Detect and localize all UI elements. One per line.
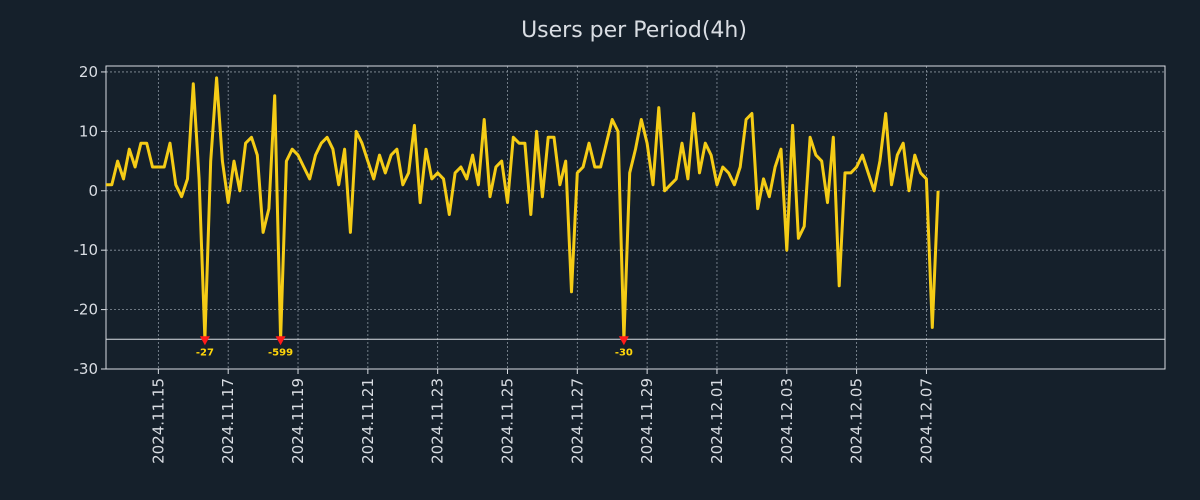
outlier-label: -30 bbox=[615, 347, 633, 358]
x-tick-label: 2024.11.29 bbox=[638, 378, 656, 464]
x-tick-label: 2024.12.07 bbox=[917, 378, 935, 464]
chart-title: Users per Period(4h) bbox=[521, 18, 747, 43]
y-tick-label: -10 bbox=[74, 241, 99, 259]
x-tick-label: 2024.12.01 bbox=[708, 378, 726, 464]
outlier-label: -27 bbox=[196, 347, 214, 358]
x-tick-label: 2024.11.19 bbox=[289, 378, 307, 464]
marker-layer: -27 -599 -30 bbox=[196, 336, 633, 358]
x-tick-label: 2024.11.27 bbox=[568, 378, 586, 464]
x-tick-label: 2024.12.05 bbox=[848, 378, 866, 464]
x-tick-label: 2024.11.15 bbox=[149, 378, 167, 464]
y-tick-label: 10 bbox=[79, 122, 98, 140]
series-layer bbox=[106, 76, 940, 341]
axis-ticks: 20 10 0 -10 -20 -30 2024.11.15 2024.11.17 2024.1… bbox=[74, 63, 936, 464]
plot-frame bbox=[105, 65, 1166, 370]
x-tick-label: 2024.12.03 bbox=[778, 378, 796, 464]
outlier-marker bbox=[275, 336, 286, 346]
outlier-label: -599 bbox=[268, 347, 293, 358]
outlier-marker bbox=[618, 336, 629, 346]
x-tick-label: 2024.11.25 bbox=[498, 378, 516, 464]
y-tick-label: -30 bbox=[74, 360, 99, 378]
x-tick-label: 2024.11.23 bbox=[429, 378, 447, 464]
outlier-marker bbox=[199, 336, 210, 346]
x-tick-label: 2024.11.21 bbox=[359, 378, 377, 464]
y-tick-label: -20 bbox=[74, 301, 99, 319]
y-tick-label: 0 bbox=[88, 182, 98, 200]
x-tick-label: 2024.11.17 bbox=[219, 378, 237, 464]
y-tick-label: 20 bbox=[79, 63, 98, 81]
series-line bbox=[106, 76, 940, 341]
